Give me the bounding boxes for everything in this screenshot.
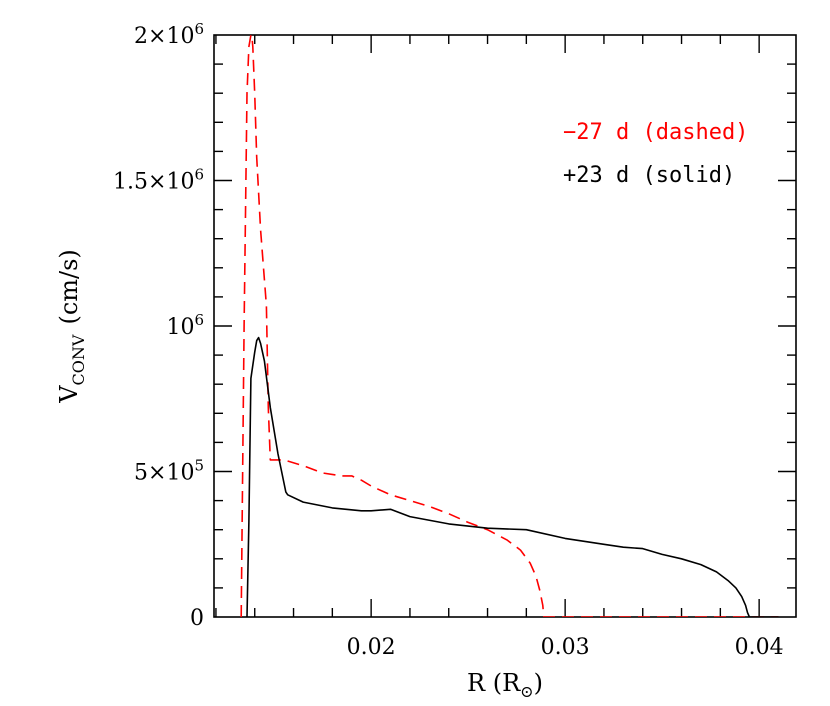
series-line-dashed [240, 35, 779, 617]
x-tick-label: 0.03 [541, 635, 590, 660]
tick-marks [214, 35, 796, 617]
legend-entry-solid: +23 d (solid) [563, 163, 735, 188]
series-layer [240, 35, 779, 617]
y-tick-labels: 0 5×105 106 1.5×106 2×106 [113, 20, 204, 631]
y-axis-title: VCONV(cm/s) [55, 249, 88, 404]
y-tick-label: 106 [166, 311, 204, 340]
x-axis-title: R (R⊙) [467, 669, 543, 701]
x-tick-label: 0.04 [735, 635, 784, 660]
y-tick-label: 1.5×106 [113, 166, 204, 195]
y-tick-label: 5×105 [134, 457, 204, 486]
x-tick-label: 0.02 [347, 635, 396, 660]
x-tick-labels: 0.02 0.03 0.04 [347, 635, 784, 660]
y-tick-label: 0 [190, 606, 204, 631]
y-tick-label: 2×106 [134, 20, 204, 49]
legend-entry-dashed: −27 d (dashed) [563, 120, 748, 145]
series-line-solid [246, 336, 779, 617]
